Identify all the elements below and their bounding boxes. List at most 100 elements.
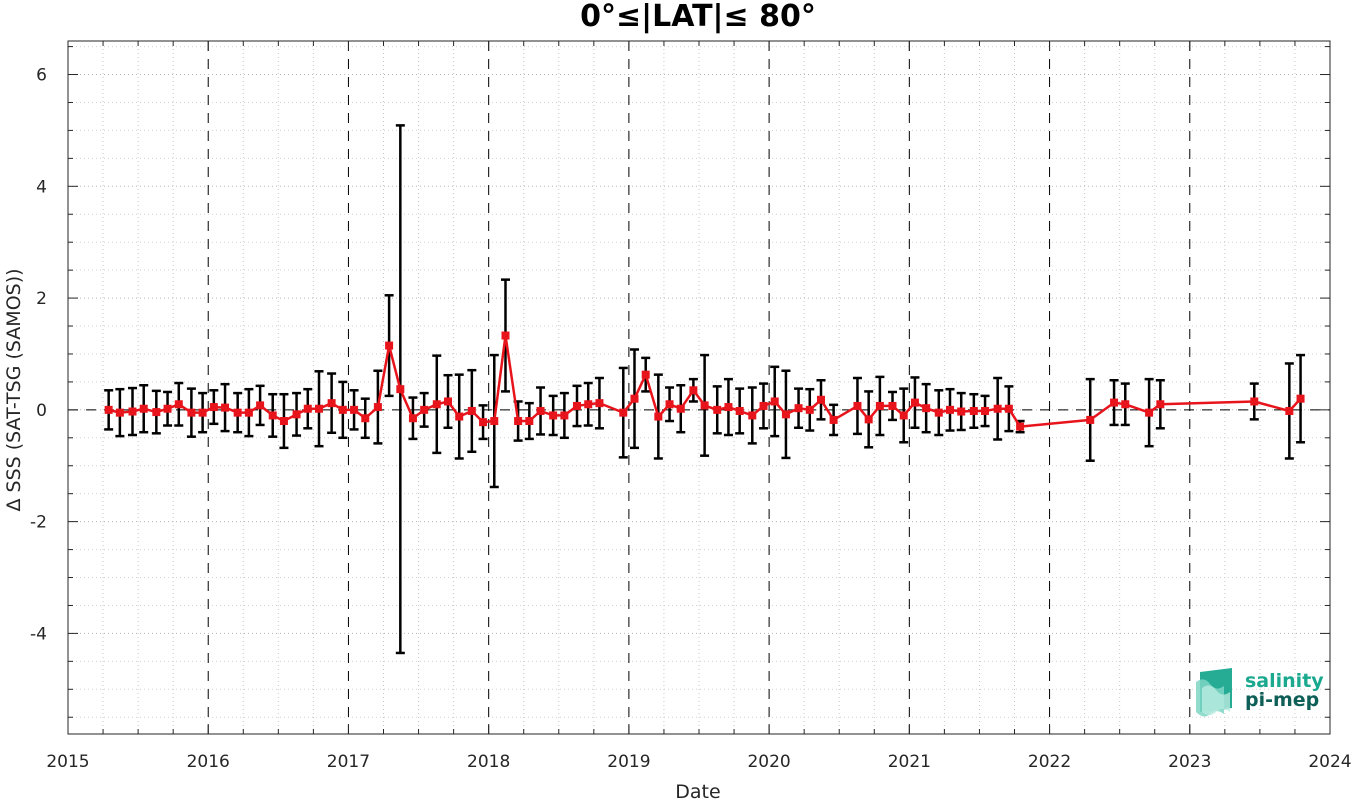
data-point [444, 397, 453, 406]
data-point [981, 406, 990, 415]
data-point [128, 407, 137, 416]
data-point [233, 408, 242, 417]
data-point [396, 385, 405, 394]
data-point [303, 404, 312, 413]
data-point [174, 400, 183, 409]
data-point [1086, 415, 1095, 424]
data-point [1156, 400, 1165, 409]
chart-title: 0°≤|LAT|≤ 80° [580, 0, 816, 34]
data-point [560, 411, 569, 420]
data-point [1004, 404, 1013, 413]
data-point [314, 404, 323, 413]
data-point [630, 394, 639, 403]
y-tick-label: 4 [36, 177, 47, 197]
data-point [432, 400, 441, 409]
x-tick-label: 2017 [327, 752, 370, 772]
data-point [420, 405, 429, 414]
data-point [816, 395, 825, 404]
data-point [853, 401, 862, 410]
data-point [805, 405, 814, 414]
data-point [292, 410, 301, 419]
data-point [1145, 408, 1154, 417]
data-point [1016, 422, 1025, 431]
data-point [467, 406, 476, 415]
data-point [899, 411, 908, 420]
x-tick-label: 2024 [1308, 752, 1351, 772]
x-tick-label: 2022 [1028, 752, 1071, 772]
data-point [373, 403, 382, 412]
logo-waves-icon [1196, 668, 1232, 717]
x-tick-label: 2015 [46, 752, 89, 772]
data-point [490, 417, 499, 426]
x-tick-label: 2023 [1168, 752, 1211, 772]
data-point [256, 401, 265, 410]
data-point [875, 401, 884, 410]
data-point [1250, 397, 1259, 406]
data-point [595, 399, 604, 408]
data-point [724, 403, 733, 412]
x-tick-label: 2016 [187, 752, 230, 772]
plot-area [68, 41, 1330, 734]
data-point [385, 341, 394, 350]
data-point [945, 405, 954, 414]
data-point [759, 401, 768, 410]
data-point [654, 412, 663, 421]
data-point [584, 400, 593, 409]
data-point [781, 410, 790, 419]
y-tick-label: 2 [36, 289, 47, 309]
y-tick-label: 0 [36, 401, 47, 421]
y-tick-label: -2 [30, 513, 47, 533]
data-point [573, 401, 582, 410]
data-point [221, 403, 230, 412]
data-point [187, 408, 196, 417]
data-point [268, 411, 277, 420]
data-point [665, 400, 674, 409]
data-point [115, 408, 124, 417]
data-point [209, 403, 218, 412]
data-point [198, 408, 207, 417]
data-point [525, 417, 534, 426]
data-point [152, 408, 161, 417]
y-axis-label: Δ SSS (SAT-TSG (SAMOS)) [3, 268, 25, 511]
data-point [748, 411, 757, 420]
y-tick-label: -4 [30, 624, 47, 644]
data-point [1121, 400, 1130, 409]
data-point [735, 406, 744, 415]
data-point [864, 415, 873, 424]
data-point [104, 405, 113, 414]
data-point [689, 386, 698, 395]
data-point [361, 414, 370, 423]
data-point [829, 415, 838, 424]
data-point [455, 412, 464, 421]
axes: 2015 2016 2017 2018 2019 2020 2021 2022 2023 2024… [30, 40, 1352, 772]
data-point [969, 406, 978, 415]
y-tick-label: 6 [36, 66, 47, 86]
data-point [479, 418, 488, 427]
data-point [910, 398, 919, 407]
x-axis-label: Date [675, 781, 720, 801]
series [104, 331, 1305, 431]
data-point [549, 411, 558, 420]
data-point [993, 404, 1002, 413]
data-point [676, 404, 685, 413]
logo-line2: pi-mep [1245, 689, 1319, 711]
data-point [163, 404, 172, 413]
data-point [139, 404, 148, 413]
data-point [641, 370, 650, 379]
data-point [713, 405, 722, 414]
data-point [536, 406, 545, 415]
data-point [700, 401, 709, 410]
x-tick-label: 2020 [747, 752, 790, 772]
data-point [770, 397, 779, 406]
data-point [888, 401, 897, 410]
data-point [1110, 398, 1119, 407]
x-tick-label: 2021 [888, 752, 931, 772]
data-point [957, 407, 966, 416]
data-point [327, 399, 336, 408]
data-point [514, 417, 523, 426]
data-point [338, 405, 347, 414]
data-point [922, 404, 931, 413]
x-tick-label: 2018 [467, 752, 510, 772]
data-point [1296, 394, 1305, 403]
